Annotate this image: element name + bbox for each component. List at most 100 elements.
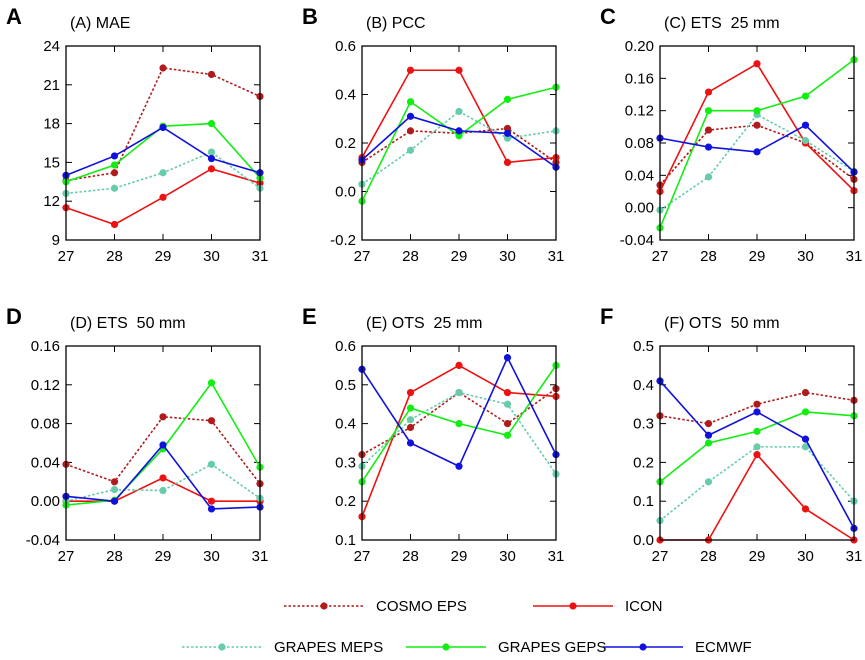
panel-d-xtick-label: 29 <box>155 548 172 565</box>
panel-d-point-icon <box>207 497 216 505</box>
panel-e-point-ecmwf <box>455 462 463 470</box>
panel-e-point-icon <box>455 361 463 369</box>
panel-a-point-icon <box>110 220 119 229</box>
panel-c-title: (C) ETS 25 mm <box>664 15 780 32</box>
panel-a-xtick-label: 29 <box>155 248 172 265</box>
panel-b-xtick-label: 31 <box>548 248 565 265</box>
panel-a-xtick-label: 30 <box>203 248 220 265</box>
panel-b-point-icon <box>503 158 512 166</box>
panel-f-point-icon <box>801 505 810 513</box>
panel-e-ytick-label: 0.5 <box>335 377 356 394</box>
panel-e-xtick-label: 27 <box>354 548 371 565</box>
panel-f-point-ecmwf <box>753 408 761 416</box>
panel-e-ytick-label: 0.4 <box>335 416 356 433</box>
panel-c-ytick-label: 0.00 <box>625 200 654 217</box>
panel-f-ytick-label: 0.1 <box>633 493 654 510</box>
panel-e-frame <box>361 345 557 541</box>
panel-c-letter: C <box>600 4 616 29</box>
panel-d-point-grapes-geps <box>207 379 216 387</box>
panel-e-ytick-label: 0.3 <box>335 454 356 471</box>
panel-a-point-ecmwf <box>207 154 216 163</box>
panel-f-xtick-label: 27 <box>652 548 669 565</box>
panel-a-point-icon <box>159 193 167 201</box>
panel-d-ytick-label: 0.16 <box>31 338 60 355</box>
panel-f-series-icon <box>656 451 858 544</box>
legend-marker-cosmo-eps <box>320 602 328 610</box>
panel-d-point-grapes-meps <box>110 485 119 494</box>
panel-d-title: (D) ETS 50 mm <box>70 315 186 332</box>
panel-a-ytick-label: 9 <box>52 232 60 249</box>
panel-d-point-cosmo-eps <box>159 413 167 421</box>
panel-c-ytick-label: 0.12 <box>625 103 654 120</box>
panel-b-title: (B) PCC <box>366 15 426 32</box>
panel-c-point-ecmwf <box>801 121 810 129</box>
panel-c-line-grapes-meps <box>659 113 855 211</box>
panel-a-ytick-label: 18 <box>43 116 60 133</box>
panel-f-series-cosmo-eps <box>656 388 858 428</box>
panel-f-ytick-label: 0.0 <box>633 532 654 549</box>
panel-e-point-cosmo-eps <box>406 423 415 432</box>
panel-a-point-cosmo-eps <box>110 169 119 177</box>
panel-e-ytick-label: 0.6 <box>335 338 356 355</box>
panel-e-ytick-label: 0.2 <box>335 493 356 510</box>
panel-e: E (E) OTS 25 mm 0.1 0.2 0.3 0.4 0.5 0.6 27 28 29 30… <box>302 304 564 565</box>
panel-a-letter: A <box>6 4 22 29</box>
panel-e-letter: E <box>302 304 317 329</box>
legend-item-grapes-meps: GRAPES MEPS <box>182 639 383 656</box>
panel-e-point-icon <box>503 388 512 397</box>
panel-f-point-grapes-meps <box>801 443 810 451</box>
legend-item-cosmo-eps: COSMO EPS <box>284 598 467 615</box>
panel-e-xtick-label: 28 <box>402 548 419 565</box>
panel-d-point-icon <box>159 474 167 482</box>
panel-f-series-grapes-geps <box>656 408 858 486</box>
panel-b: B (B) PCC -0.2 0.0 0.2 0.4 0.6 27 28 29 30 31 <box>302 4 564 265</box>
panel-e-point-grapes-geps <box>503 431 512 439</box>
panel-d-series-cosmo-eps <box>62 413 264 488</box>
panel-b-xtick-label: 28 <box>402 248 419 265</box>
panel-f-point-cosmo-eps <box>704 420 713 428</box>
panel-c-point-cosmo-eps <box>753 121 761 129</box>
panel-c-xtick-label: 29 <box>749 248 766 265</box>
panel-f-point-cosmo-eps <box>801 388 810 397</box>
panel-d-point-cosmo-eps <box>110 478 119 486</box>
panel-d-frame <box>65 345 261 541</box>
panel-d-ytick-label: 0.04 <box>31 454 60 471</box>
panel-a-point-ecmwf <box>110 152 119 160</box>
panel-f-ytick-label: 0.5 <box>633 338 654 355</box>
panel-a-ytick-label: 21 <box>43 77 60 94</box>
panel-c-xtick-label: 31 <box>846 248 863 265</box>
panel-d-point-cosmo-eps <box>207 417 216 425</box>
panel-e-ytick-label: 0.1 <box>335 532 356 549</box>
panel-a-point-grapes-meps <box>207 148 216 156</box>
panel-d-ytick-label: 0.00 <box>31 493 60 510</box>
panel-e-point-ecmwf <box>406 439 415 447</box>
panel-c-point-icon <box>704 88 713 96</box>
panel-b-ytick-label: -0.2 <box>330 232 356 249</box>
panel-f-point-ecmwf <box>704 431 713 439</box>
panel-e-title: (E) OTS 25 mm <box>366 315 482 332</box>
legend-label-ecmwf: ECMWF <box>695 639 752 656</box>
panel-b-point-grapes-meps <box>406 146 415 154</box>
legend-label-icon: ICON <box>625 598 663 615</box>
panel-d: D (D) ETS 50 mm -0.04 0.00 0.04 0.08 0.12 0.16 2… <box>6 304 268 565</box>
panel-f-point-grapes-meps <box>704 478 713 486</box>
panel-e-point-grapes-meps <box>406 416 415 424</box>
panel-f-point-grapes-geps <box>704 439 713 447</box>
panel-d-line-grapes-meps <box>65 463 261 502</box>
panel-f: F (F) OTS 50 mm 0.0 0.1 0.2 0.3 0.4 0.5 27 28 29 30… <box>600 304 862 565</box>
panel-b-ytick-label: 0.4 <box>335 87 356 104</box>
panel-c: C (C) ETS 25 mm -0.04 0.00 0.04 0.08 0.12 0.16 0… <box>600 4 862 265</box>
panel-c-point-grapes-geps <box>801 92 810 100</box>
panel-e-point-grapes-meps <box>503 400 512 408</box>
panel-b-line-icon <box>361 69 557 164</box>
panel-d-point-ecmwf <box>207 505 216 513</box>
panel-f-line-cosmo-eps <box>659 391 855 425</box>
panel-c-xtick-label: 28 <box>700 248 717 265</box>
panel-f-xtick-label: 30 <box>797 548 814 565</box>
panel-a-ytick-label: 24 <box>43 38 60 55</box>
panel-c-ytick-label: 0.16 <box>625 70 654 87</box>
panel-c-point-ecmwf <box>704 143 713 151</box>
panel-c-ytick-label: 0.20 <box>625 38 654 55</box>
panel-f-letter: F <box>600 304 613 329</box>
panel-f-point-icon <box>753 451 761 459</box>
